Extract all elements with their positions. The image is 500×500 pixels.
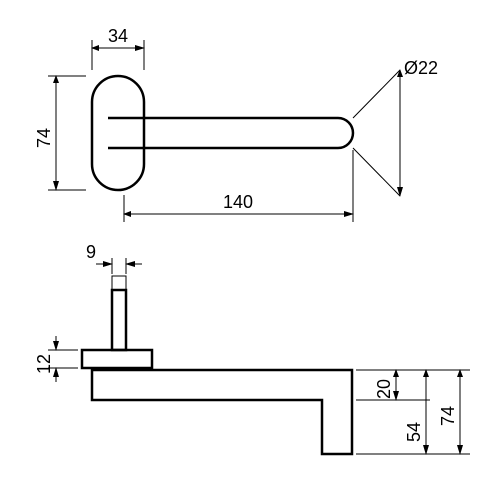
- dim-plate-width-label: 34: [108, 26, 128, 46]
- dim-stem-width-label: 9: [86, 242, 96, 262]
- dim-right-stack: 20 54 74: [356, 370, 470, 454]
- dim-plate-height: 74: [34, 76, 86, 190]
- dim-handle-diameter: Ø22: [353, 58, 438, 196]
- dim-handle-length: 140: [124, 150, 353, 222]
- side-view: 34 74 140 Ø22: [34, 26, 438, 222]
- dim-handle-diameter-label: Ø22: [404, 58, 438, 78]
- handle-top-outline: [92, 370, 352, 454]
- dim-overall-depth-label: 74: [438, 406, 458, 426]
- dim-drop-long-label: 54: [404, 422, 424, 442]
- back-plate-outline: [82, 350, 152, 368]
- dim-off-thickness: 12: [34, 336, 78, 382]
- top-view: 9 12 20 54 74: [34, 242, 470, 454]
- stem-outline: [112, 290, 126, 350]
- stem-cap: [112, 276, 126, 290]
- dim-plate-height-label: 74: [34, 128, 54, 148]
- mounting-plate-outline: [92, 76, 144, 190]
- dimension-drawing: 34 74 140 Ø22: [0, 0, 500, 500]
- dim-stem-width: 9: [86, 242, 142, 274]
- dim-drop-short-label: 20: [374, 379, 394, 399]
- dim-handle-length-label: 140: [223, 192, 253, 212]
- dim-plate-width: 34: [92, 26, 144, 70]
- dim-off-thickness-label: 12: [34, 354, 54, 374]
